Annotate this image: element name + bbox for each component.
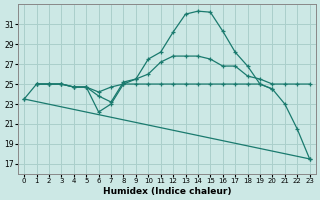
- X-axis label: Humidex (Indice chaleur): Humidex (Indice chaleur): [103, 187, 231, 196]
